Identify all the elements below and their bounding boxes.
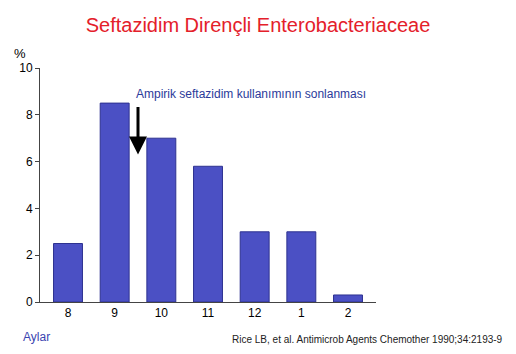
svg-text:Ampirik seftazidim kullanımını: Ampirik seftazidim kullanımının sonlanma… (136, 87, 366, 101)
svg-text:1: 1 (298, 306, 305, 320)
svg-text:Aylar: Aylar (23, 330, 50, 344)
svg-text:8: 8 (26, 108, 33, 122)
svg-text:2: 2 (345, 306, 352, 320)
svg-text:12: 12 (248, 306, 262, 320)
svg-text:11: 11 (202, 306, 215, 320)
svg-text:8: 8 (65, 306, 72, 320)
svg-text:6: 6 (26, 155, 33, 169)
svg-text:0: 0 (26, 295, 33, 309)
svg-text:9: 9 (111, 306, 118, 320)
svg-text:Rice LB, et al. Antimicrob Age: Rice LB, et al. Antimicrob Agents Chemot… (232, 334, 503, 345)
svg-text:4: 4 (26, 202, 33, 216)
svg-text:10: 10 (19, 61, 33, 75)
svg-text:2: 2 (26, 248, 33, 262)
svg-text:Seftazidim Dirençli Enterobact: Seftazidim Dirençli Enterobacteriaceae (86, 14, 431, 36)
svg-text:%: % (14, 46, 26, 61)
svg-text:10: 10 (155, 306, 169, 320)
